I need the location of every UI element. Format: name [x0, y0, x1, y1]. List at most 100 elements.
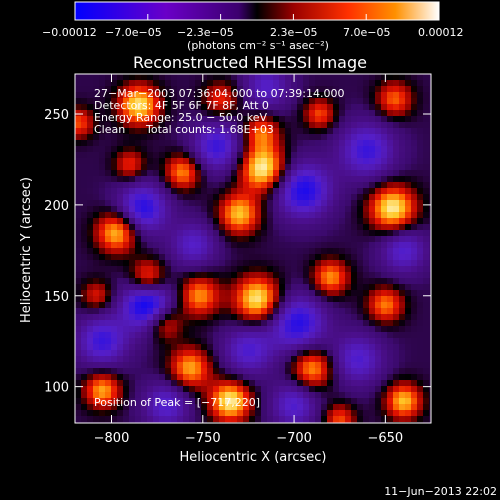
heatmap-cell [153, 92, 160, 99]
heatmap-cell [111, 404, 118, 411]
heatmap-cell [363, 338, 370, 345]
heatmap-cell [411, 188, 418, 195]
heatmap-cell [387, 74, 394, 81]
heatmap-cell [177, 332, 184, 339]
heatmap-cell [165, 146, 172, 153]
heatmap-cell [183, 224, 190, 231]
heatmap-cell [243, 404, 250, 411]
heatmap-cell [237, 248, 244, 255]
heatmap-cell [285, 404, 292, 411]
heatmap-cell [399, 326, 406, 333]
heatmap-cell [159, 350, 166, 357]
heatmap-cell [231, 74, 238, 81]
heatmap-cell [399, 236, 406, 243]
heatmap-cell [237, 194, 244, 201]
heatmap-cell [375, 284, 382, 291]
heatmap-cell [327, 242, 334, 249]
heatmap-cell [351, 290, 358, 297]
heatmap-cell [189, 170, 196, 177]
heatmap-cell [147, 248, 154, 255]
heatmap-cell [249, 350, 256, 357]
heatmap-cell [129, 134, 136, 141]
heatmap-cell [429, 188, 431, 195]
heatmap-cell [411, 248, 418, 255]
heatmap-cell [135, 404, 142, 411]
heatmap-cell [375, 278, 382, 285]
heatmap-cell [279, 188, 286, 195]
heatmap-cell [87, 98, 94, 105]
heatmap-cell [111, 122, 118, 129]
heatmap-cell [99, 272, 106, 279]
heatmap-cell [333, 398, 340, 405]
heatmap-cell [117, 344, 124, 351]
heatmap-cell [105, 320, 112, 327]
heatmap-cell [165, 254, 172, 261]
heatmap-cell [375, 368, 382, 375]
heatmap-cell [381, 266, 388, 273]
heatmap-cell [309, 128, 316, 135]
heatmap-cell [357, 74, 364, 81]
heatmap-cell [225, 116, 232, 123]
heatmap-cell [165, 302, 172, 309]
heatmap-cell [291, 152, 298, 159]
heatmap-cell [171, 338, 178, 345]
heatmap-cell [123, 158, 130, 165]
heatmap-cell [135, 284, 142, 291]
heatmap-cell [339, 146, 346, 153]
heatmap-cell [213, 290, 220, 297]
heatmap-cell [267, 92, 274, 99]
heatmap-cell [387, 86, 394, 93]
heatmap-cell [291, 170, 298, 177]
x-axis-ticks: −800 −750 −700 −650 [94, 74, 403, 446]
heatmap-cell [135, 308, 142, 315]
heatmap-cell [423, 158, 430, 165]
heatmap-cell [357, 140, 364, 147]
heatmap-cell [201, 416, 208, 423]
heatmap-cell [207, 260, 214, 267]
heatmap-cell [135, 158, 142, 165]
heatmap-cell [405, 332, 412, 339]
heatmap-cell [423, 194, 430, 201]
heatmap-cell [135, 152, 142, 159]
heatmap-cell [159, 338, 166, 345]
heatmap-cell [183, 182, 190, 189]
heatmap-cell [399, 158, 406, 165]
heatmap-cell [153, 410, 160, 417]
heatmap-cell [141, 290, 148, 297]
heatmap-cell [117, 314, 124, 321]
heatmap-cell [201, 164, 208, 171]
heatmap-cell [111, 254, 118, 261]
heatmap-cell [153, 338, 160, 345]
heatmap-cell [237, 356, 244, 363]
heatmap-cell [177, 302, 184, 309]
heatmap-cell [417, 296, 424, 303]
heatmap-cell [285, 284, 292, 291]
heatmap-cell [75, 332, 82, 339]
heatmap-cell [249, 278, 256, 285]
heatmap-cell [159, 302, 166, 309]
heatmap-cell [225, 290, 232, 297]
heatmap-cell [99, 248, 106, 255]
heatmap-cell [303, 314, 310, 321]
heatmap-cell [249, 356, 256, 363]
heatmap-cell [411, 158, 418, 165]
heatmap-cell [243, 158, 250, 165]
heatmap-cell [189, 344, 196, 351]
heatmap-cell [387, 206, 394, 213]
heatmap-cell [159, 272, 166, 279]
colorbar-tick-label: −0.00012 [42, 26, 97, 39]
heatmap-cell [135, 356, 142, 363]
heatmap-cell [327, 278, 334, 285]
heatmap-cell [195, 134, 202, 141]
heatmap-cell [399, 152, 406, 159]
heatmap-cell [297, 326, 304, 333]
heatmap-cell [315, 278, 322, 285]
heatmap-cell [129, 110, 136, 117]
heatmap-cell [387, 248, 394, 255]
annotation-detectors: Detectors: 4F 5F 6F 7F 8F, Att 0 [94, 99, 269, 112]
heatmap-cell [159, 110, 166, 117]
heatmap-cell [189, 80, 196, 87]
heatmap-cell [339, 206, 346, 213]
heatmap-cell [183, 308, 190, 315]
